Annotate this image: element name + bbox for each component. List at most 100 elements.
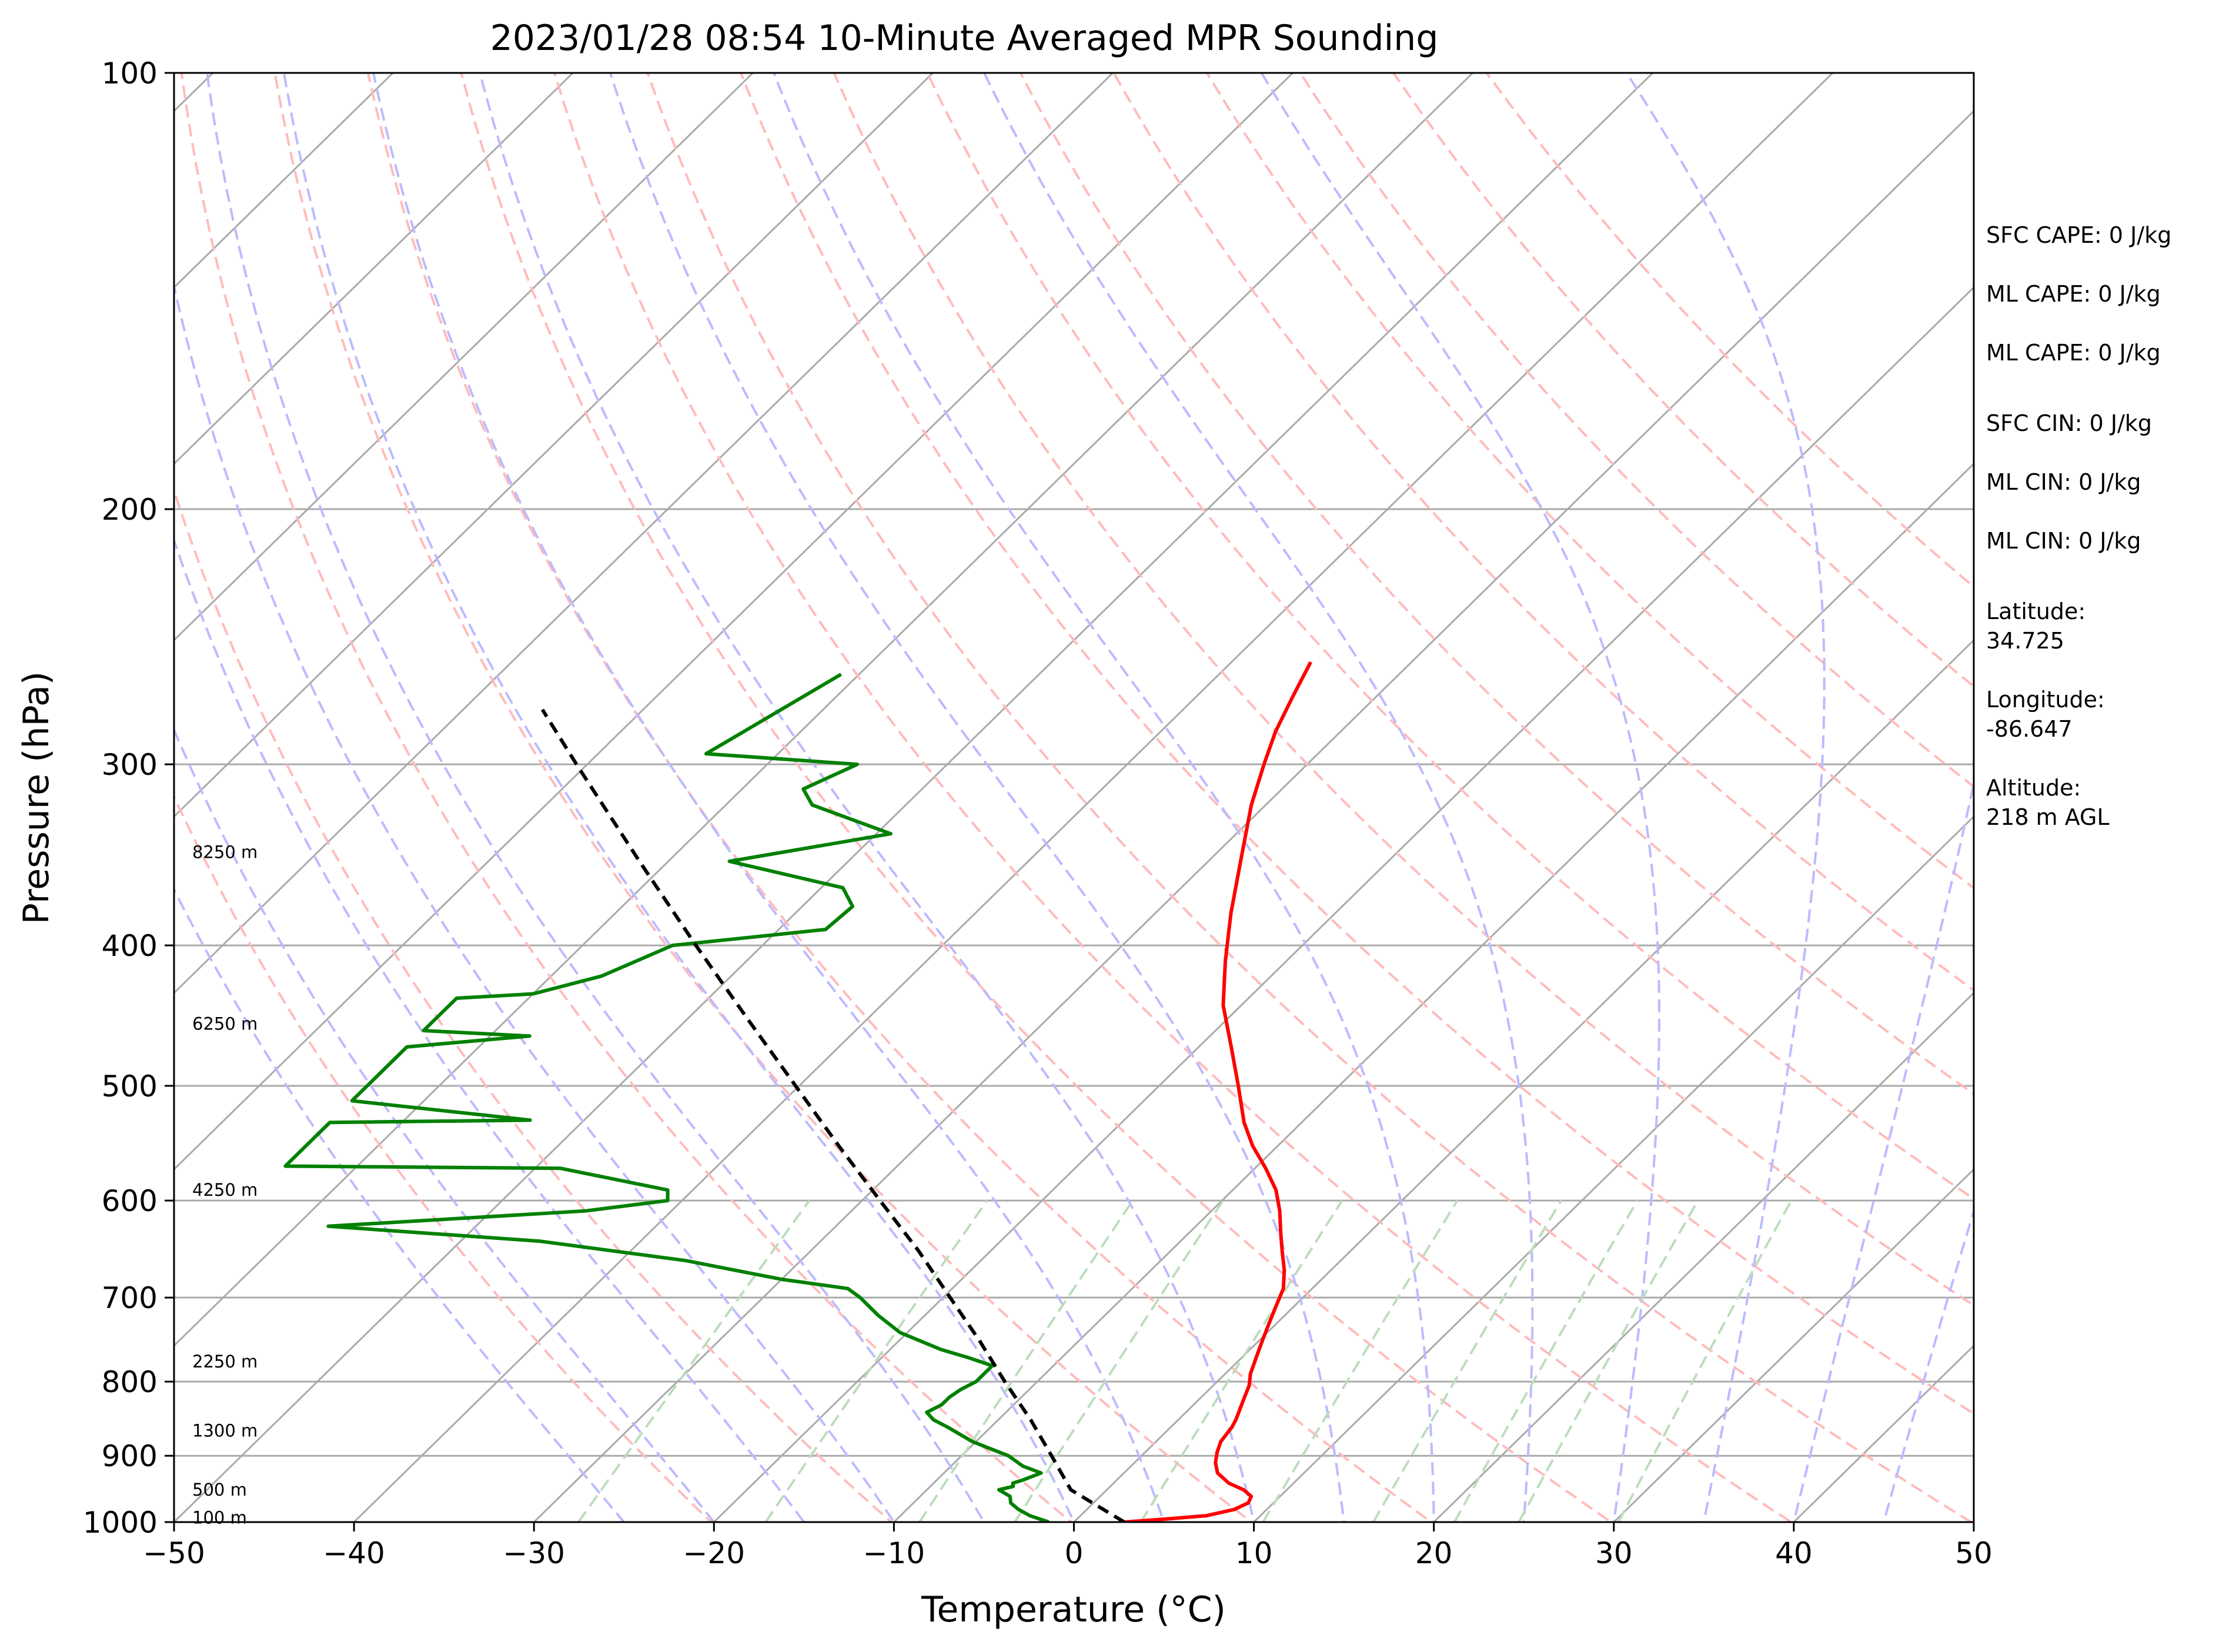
moist-adiabat-line (1625, 73, 1826, 1522)
mixing-ratio-line (577, 1199, 811, 1522)
y-tick-label: 1000 (83, 1506, 158, 1540)
chart-title: 2023/01/28 08:54 10-Minute Averaged MPR … (490, 18, 1439, 59)
x-axis-ticks: −50 −40 −30 −20 −10 0 10 20 30 40 50 (143, 1522, 1993, 1570)
y-axis-ticks: 100 200 300 400 500 600 700 800 900 1000 (83, 56, 174, 1540)
isotherm-line (174, 73, 934, 818)
x-axis-title: Temperature (°C) (921, 1589, 1226, 1630)
moist-adiabat-line (372, 73, 1165, 1522)
dry-adiabat-line (1019, 73, 1974, 1096)
parcel-profile-line (540, 708, 1125, 1522)
isotherm-line (174, 73, 1294, 1171)
y-tick-label: 800 (102, 1365, 158, 1399)
isotherm-line (893, 462, 1974, 1522)
info-sfc-cin: SFC CIN: 0 J/kg (1986, 410, 2152, 436)
mixing-ratio-line (918, 1199, 1134, 1522)
isotherm-line (174, 73, 1475, 1347)
dry-adiabat-line (174, 794, 713, 1522)
x-tick-label: 0 (1065, 1536, 1084, 1570)
mixing-ratio-line (1453, 1200, 1639, 1522)
info-longitude-label: Longitude: (1986, 687, 2105, 713)
info-sfc-cape: SFC CAPE: 0 J/kg (1986, 222, 2171, 248)
moist-adiabat-line (773, 73, 1435, 1522)
y-tick-label: 700 (102, 1281, 158, 1315)
y-tick-label: 200 (102, 493, 158, 527)
dewpoint-profile-line (283, 673, 1050, 1522)
info-longitude-value: -86.647 (1986, 716, 2073, 742)
info-altitude-label: Altitude: (1986, 775, 2081, 801)
isotherm-line (533, 109, 1974, 1522)
mixing-ratio-line (1262, 1200, 1459, 1522)
y-tick-label: 900 (102, 1439, 158, 1473)
mixing-ratio-line (1139, 1200, 1343, 1522)
x-tick-label: −40 (323, 1536, 385, 1570)
info-latitude-value: 34.725 (1986, 628, 2064, 654)
isotherm-line (1432, 991, 1974, 1522)
moist-adiabat-line (206, 73, 985, 1522)
moist-adiabat-line (174, 537, 805, 1522)
moist-adiabat-line (609, 73, 1345, 1522)
y-tick-label: 300 (102, 748, 158, 782)
dry-adiabat-line (925, 73, 1974, 1200)
info-ml-cin: ML CIN: 0 J/kg (1986, 469, 2141, 495)
isotherm-line (174, 73, 1114, 995)
x-tick-label: 20 (1415, 1536, 1453, 1570)
mixing-ratio-line (1372, 1200, 1563, 1522)
mixing-ratio-line (1014, 1200, 1224, 1522)
height-label: 4250 m (192, 1180, 258, 1200)
mixing-ratio-line (1518, 1200, 1699, 1522)
height-label: 500 m (192, 1480, 247, 1500)
moist-adiabat-line (174, 887, 626, 1522)
dry-adiabat-line (174, 487, 893, 1522)
height-labels: 8250 m 6250 m 4250 m 2250 m 1300 m 500 m 100 m (192, 842, 258, 1528)
x-tick-label: −30 (503, 1536, 565, 1570)
dry-adiabat-line (180, 73, 1074, 1522)
x-tick-label: −10 (863, 1536, 925, 1570)
y-axis-title: Pressure (hPa) (16, 671, 57, 924)
dry-adiabat-line (460, 73, 1613, 1522)
info-altitude-value: 218 m AGL (1986, 804, 2110, 830)
info-ml-cin-2: ML CIN: 0 J/kg (1986, 528, 2141, 554)
moist-adiabat-line (174, 280, 895, 1522)
dry-adiabat-line (646, 73, 1974, 1522)
x-tick-label: −50 (143, 1536, 205, 1570)
moist-adiabat-line (1260, 73, 1660, 1522)
dry-adiabat-line (1392, 73, 1974, 688)
dry-adiabat-line (833, 73, 1974, 1307)
isotherm-line (174, 73, 574, 466)
temperature-profile-line (1124, 661, 1312, 1522)
y-tick-label: 600 (102, 1184, 158, 1218)
isotherm-line (174, 73, 754, 642)
info-panel: SFC CAPE: 0 J/kg ML CAPE: 0 J/kg ML CAPE… (1986, 222, 2171, 830)
moist-adiabat-line (1792, 778, 1974, 1522)
info-latitude-label: Latitude: (1986, 598, 2085, 624)
profile-lines (283, 661, 1312, 1522)
dry-adiabat-line (553, 73, 1793, 1522)
x-tick-label: 50 (1955, 1536, 1993, 1570)
height-label: 100 m (192, 1507, 247, 1527)
y-tick-label: 400 (102, 929, 158, 963)
moist-adiabat-line (283, 73, 1075, 1522)
info-ml-cape: ML CAPE: 0 J/kg (1986, 281, 2161, 307)
x-tick-label: −20 (683, 1536, 746, 1570)
x-tick-label: 30 (1595, 1536, 1633, 1570)
y-tick-label: 500 (102, 1069, 158, 1103)
y-tick-label: 100 (102, 56, 158, 91)
dry-adiabat-lines (174, 73, 1974, 1522)
moist-adiabat-lines (174, 73, 1974, 1522)
isotherm-line (352, 73, 1834, 1522)
isotherm-line (1612, 1168, 1974, 1522)
isotherm-line (713, 286, 1974, 1522)
height-label: 8250 m (192, 842, 258, 862)
moist-adiabat-line (174, 727, 716, 1522)
plot-area (174, 73, 1974, 1522)
dry-adiabat-line (1112, 73, 1974, 992)
isotherm-line (174, 73, 1655, 1522)
mixing-ratio-line (1617, 1200, 1793, 1522)
moist-adiabat-line (982, 73, 1534, 1522)
moist-adiabat-line (479, 73, 1255, 1522)
height-label: 6250 m (192, 1014, 258, 1034)
dry-adiabat-line (1299, 73, 1974, 788)
moist-adiabat-line (1882, 1207, 1974, 1522)
